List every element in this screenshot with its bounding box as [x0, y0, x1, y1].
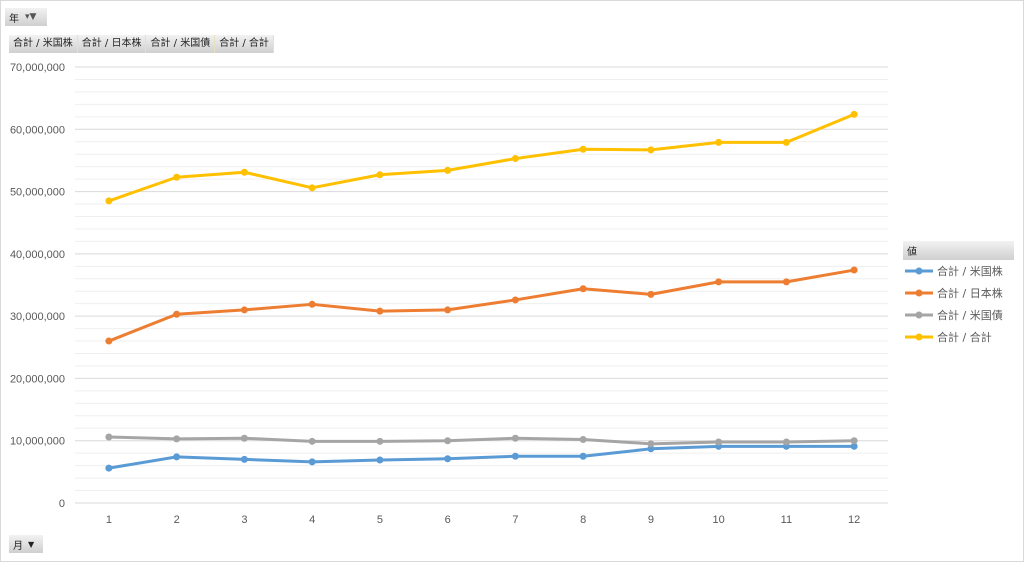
- data-point: [240, 168, 248, 176]
- series-line: [108, 112, 855, 203]
- x-tick-label: 3: [241, 514, 247, 526]
- data-point: [105, 197, 113, 205]
- data-point: [511, 155, 519, 163]
- data-point: [444, 437, 452, 445]
- x-tick-label: 9: [648, 514, 654, 526]
- y-tick-label: 10,000,000: [10, 436, 65, 448]
- y-tick-label: 70,000,000: [10, 62, 65, 74]
- x-tick-label: 1: [106, 514, 112, 526]
- data-point: [715, 138, 723, 146]
- data-point: [173, 310, 181, 318]
- data-point: [647, 146, 655, 154]
- legend-marker-icon: [905, 333, 933, 341]
- year-filter-button[interactable]: 年 ▾▼: [5, 8, 47, 26]
- value-field-button[interactable]: 合計 / 合計: [215, 35, 274, 53]
- data-point: [444, 306, 452, 314]
- data-point: [240, 434, 248, 442]
- legend-title: 値: [903, 241, 1014, 260]
- legend-item[interactable]: 合計 / 合計: [903, 326, 1014, 348]
- filter-icon: ▾▼: [25, 12, 37, 22]
- y-tick-label: 20,000,000: [10, 373, 65, 385]
- data-point: [850, 437, 858, 445]
- data-point: [444, 455, 452, 463]
- series-line: [108, 268, 855, 343]
- data-point: [850, 266, 858, 274]
- x-tick-label: 2: [174, 514, 180, 526]
- data-point: [105, 464, 113, 472]
- value-field-button[interactable]: 合計 / 米国債: [146, 35, 216, 53]
- legend-label: 合計 / 日本株: [937, 287, 1003, 300]
- data-point: [782, 438, 790, 446]
- data-point: [579, 435, 587, 443]
- month-axis-field-button[interactable]: 月 ▼: [9, 535, 43, 553]
- data-point: [376, 307, 384, 315]
- data-point: [850, 110, 858, 118]
- x-tick-label: 4: [309, 514, 315, 526]
- data-point: [240, 455, 248, 463]
- data-point: [511, 452, 519, 460]
- legend-label: 合計 / 米国債: [937, 309, 1003, 322]
- data-point: [579, 285, 587, 293]
- y-tick-label: 60,000,000: [10, 124, 65, 136]
- data-point: [105, 337, 113, 345]
- data-point: [308, 458, 316, 466]
- legend-marker-icon: [905, 311, 933, 319]
- value-field-buttons: 合計 / 米国株 合計 / 日本株 合計 / 米国債 合計 / 合計: [9, 35, 274, 53]
- data-point: [308, 300, 316, 308]
- x-tick-label: 5: [377, 514, 383, 526]
- dropdown-arrow-icon: ▼: [28, 539, 35, 549]
- legend: 値 合計 / 米国株 合計 / 日本株 合計 / 米国債 合計 / 合計: [903, 241, 1014, 348]
- legend-label: 合計 / 合計: [937, 331, 992, 344]
- x-tick-label: 6: [445, 514, 451, 526]
- data-point: [444, 166, 452, 174]
- data-point: [850, 442, 858, 450]
- series-line: [108, 435, 855, 446]
- x-tick-label: 12: [848, 514, 860, 526]
- data-point: [579, 452, 587, 460]
- data-point: [579, 145, 587, 153]
- data-point: [105, 433, 113, 441]
- data-point: [782, 138, 790, 146]
- data-point: [376, 456, 384, 464]
- x-tick-label: 7: [512, 514, 518, 526]
- legend-item[interactable]: 合計 / 米国債: [903, 304, 1014, 326]
- legend-item[interactable]: 合計 / 日本株: [903, 282, 1014, 304]
- data-point: [308, 437, 316, 445]
- legend-label: 合計 / 米国株: [937, 265, 1003, 278]
- year-filter-label: 年: [9, 13, 19, 25]
- month-field-label: 月: [13, 540, 23, 552]
- series-line: [108, 444, 855, 470]
- data-point: [511, 434, 519, 442]
- data-point: [173, 453, 181, 461]
- x-tick-label: 11: [781, 514, 792, 526]
- data-point: [511, 296, 519, 304]
- y-tick-label: 0: [59, 498, 65, 510]
- legend-item[interactable]: 合計 / 米国株: [903, 260, 1014, 282]
- data-point: [308, 184, 316, 192]
- data-point: [173, 173, 181, 181]
- data-point: [647, 440, 655, 448]
- value-field-button[interactable]: 合計 / 日本株: [78, 35, 147, 53]
- x-tick-label: 10: [713, 514, 725, 526]
- data-point: [376, 437, 384, 445]
- x-tick-label: 8: [580, 514, 586, 526]
- value-field-button[interactable]: 合計 / 米国株: [9, 35, 78, 53]
- data-point: [240, 306, 248, 314]
- y-tick-label: 40,000,000: [10, 249, 65, 261]
- y-tick-label: 30,000,000: [10, 311, 65, 323]
- data-point: [715, 278, 723, 286]
- legend-marker-icon: [905, 267, 933, 275]
- data-point: [647, 290, 655, 298]
- legend-marker-icon: [905, 289, 933, 297]
- data-point: [715, 438, 723, 446]
- data-point: [647, 445, 655, 453]
- data-point: [782, 278, 790, 286]
- data-point: [376, 171, 384, 179]
- data-point: [173, 435, 181, 443]
- y-tick-label: 50,000,000: [10, 187, 65, 199]
